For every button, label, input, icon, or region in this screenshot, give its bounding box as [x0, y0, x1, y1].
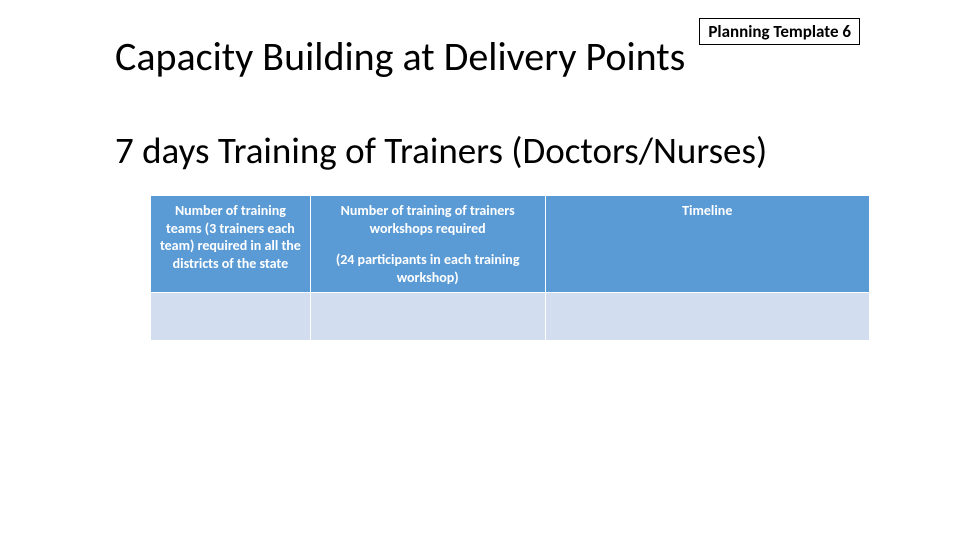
page-title: Capacity Building at Delivery Points: [115, 32, 685, 81]
table-header-row: Number of training teams (3 trainers eac…: [151, 196, 870, 293]
table-cell: [151, 293, 311, 341]
header-gap: [319, 237, 537, 251]
table-cell: [310, 293, 545, 341]
header-text-line2: (24 participants in each training worksh…: [319, 251, 537, 286]
slide: Planning Template 6 Capacity Building at…: [0, 0, 960, 540]
page-subtitle: 7 days Training of Trainers (Doctors/Nur…: [115, 128, 767, 173]
table-header-workshops: Number of training of trainers workshops…: [310, 196, 545, 293]
header-text: Number of training teams (3 trainers eac…: [159, 202, 302, 272]
table-cell: [545, 293, 870, 341]
template-badge-text: Planning Template 6: [708, 21, 851, 42]
header-text-line1: Number of training of trainers workshops…: [319, 202, 537, 237]
table-header-teams: Number of training teams (3 trainers eac…: [151, 196, 311, 293]
header-text: Timeline: [554, 202, 862, 220]
training-table: Number of training teams (3 trainers eac…: [150, 195, 870, 341]
table-row: [151, 293, 870, 341]
table-header-timeline: Timeline: [545, 196, 870, 293]
template-badge: Planning Template 6: [699, 18, 860, 45]
